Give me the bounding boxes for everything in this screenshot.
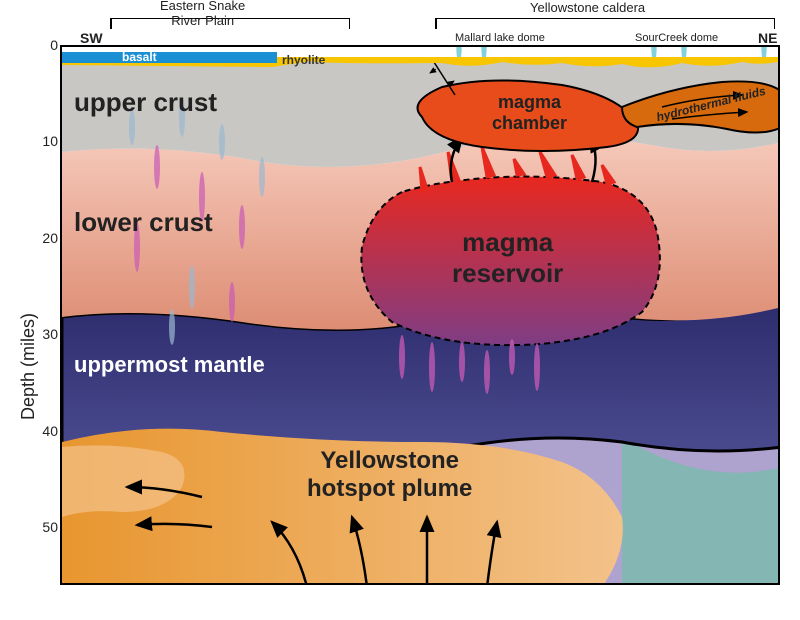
tick-20: 20 [28,230,58,246]
tick-10: 10 [28,133,58,149]
label-eastern-snake: Eastern Snake River Plain [160,0,245,28]
label-hotspot-plume: Yellowstone hotspot plume [307,447,472,503]
basalt-layer [62,52,277,63]
label-rhyolite: rhyolite [282,53,325,67]
label-upper-crust: upper crust [74,87,217,118]
label-mallard: Mallard lake dome [455,32,545,44]
label-uppermost-mantle: uppermost mantle [74,352,265,378]
label-sourcreek: SourCreek dome [635,32,718,44]
tick-0: 0 [28,37,58,53]
geysers [456,47,766,57]
label-magma-chamber: magma chamber [492,92,567,134]
tick-50: 50 [28,519,58,535]
diagram-svg [62,47,780,585]
label-magma-reservoir: magma reservoir [452,227,563,289]
tick-30: 30 [28,326,58,342]
label-yellowstone-caldera: Yellowstone caldera [530,0,645,15]
bracket-yellowstone [435,18,775,19]
label-basalt: basalt [122,50,157,64]
label-sw: SW [80,30,103,46]
cross-section-diagram: basalt rhyolite upper crust lower crust … [60,45,780,585]
tick-40: 40 [28,423,58,439]
label-lower-crust: lower crust [74,207,213,238]
label-ne: NE [758,30,777,46]
